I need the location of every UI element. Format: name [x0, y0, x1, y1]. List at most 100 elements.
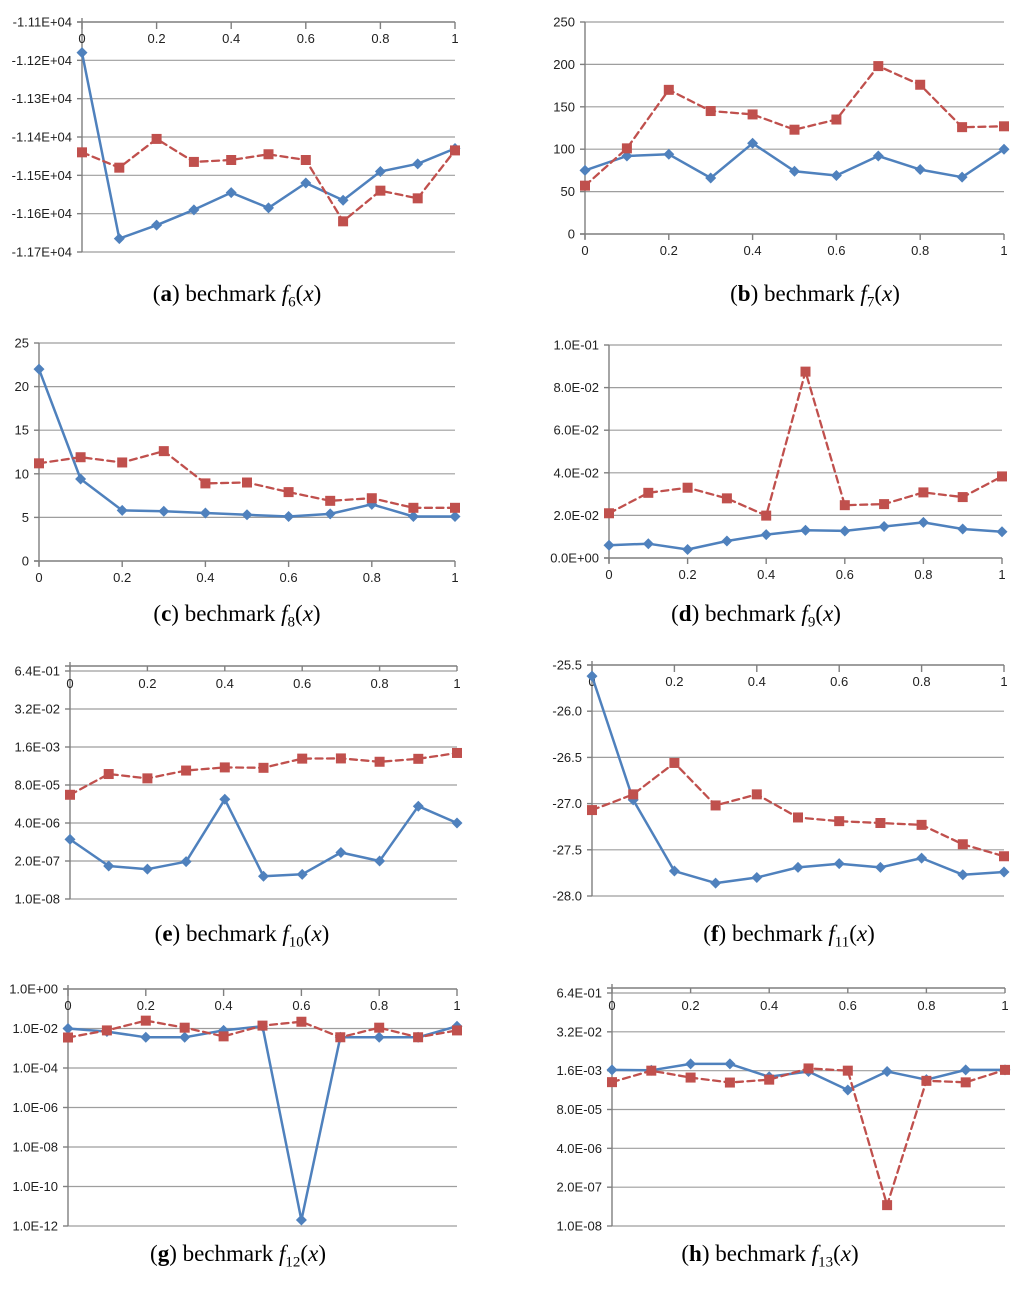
diamond-marker [324, 508, 336, 520]
diamond-marker [792, 861, 804, 873]
chart-cell-e: 6.4E-01 3.2E-02 1.6E-03 8.0E-05 4.0E-06 2.0E-… [0, 640, 512, 960]
square-marker [413, 1032, 424, 1043]
series-markers-blue-diamond-solid [64, 793, 463, 882]
square-marker [999, 121, 1009, 132]
chart-caption-g: (g) bechmark f12(x) [0, 1239, 494, 1270]
x-tick-label: 0.8 [371, 676, 389, 691]
series-markers-red-square-dashed [65, 747, 462, 800]
diamond-marker [451, 817, 463, 829]
diamond-marker [241, 509, 253, 521]
diamond-marker [158, 505, 170, 517]
square-marker [374, 756, 385, 767]
diamond-marker [337, 194, 349, 206]
diamond-marker [957, 869, 969, 881]
diamond-marker [800, 524, 811, 536]
series-markers-blue-diamond-solid [33, 363, 461, 523]
caption-arg: x [308, 1241, 319, 1266]
caption-func-subscript: 9 [807, 614, 816, 631]
diamond-marker [103, 860, 115, 872]
diamond-marker [878, 520, 890, 532]
diamond-marker [833, 858, 845, 870]
caption-text: ) [313, 281, 322, 306]
square-marker [751, 789, 762, 800]
x-axis-labels: 00.20.40.60.81 [588, 674, 1007, 689]
diamond-marker [374, 855, 386, 867]
square-marker [803, 1063, 814, 1074]
square-marker [831, 114, 842, 125]
chart-cell-h: 6.4E-01 3.2E-02 1.6E-03 8.0E-05 4.0E-06 2.0E-… [512, 960, 1024, 1299]
x-tick-label: 0.2 [148, 31, 166, 46]
square-marker [764, 1074, 775, 1085]
y-tick-label: 100 [553, 142, 575, 157]
square-marker [839, 500, 850, 511]
x-tick-label: 0.8 [913, 674, 931, 689]
caption-text: ) bechmark [171, 601, 282, 626]
y-axis-labels: 1.0E+00 1.0E-02 1.0E-04 1.0E-06 1.0E-08 1.0E-… [9, 982, 58, 1234]
x-tick-label: 0 [608, 998, 615, 1013]
diamond-marker [407, 511, 419, 523]
caption-text: ) bechmark [171, 281, 282, 306]
diamond-marker [113, 233, 125, 245]
square-marker [296, 1016, 307, 1027]
y-axis-labels: 6.4E-01 3.2E-02 1.6E-03 8.0E-05 4.0E-06 2.0E-… [14, 664, 60, 907]
caption-letter: a [160, 281, 172, 306]
caption-func-symbol: f [811, 1241, 819, 1266]
series-markers-blue-diamond-solid [603, 516, 1008, 555]
y-tick-label: -1.13E+04 [12, 91, 72, 106]
y-tick-label: 6.4E-01 [14, 664, 60, 679]
square-marker [724, 1077, 735, 1088]
square-marker [916, 819, 927, 830]
square-marker [412, 193, 423, 204]
y-tick-label: 15 [15, 423, 29, 438]
caption-func-subscript: 13 [818, 1254, 834, 1271]
y-tick-label: -1.12E+04 [12, 53, 72, 68]
square-marker [621, 143, 632, 154]
y-tick-label: -1.11E+04 [13, 15, 72, 30]
y-tick-label: -28.0 [552, 889, 582, 904]
chart-caption-d: (d) bechmark f9(x) [500, 599, 1012, 631]
caption-letter: e [162, 921, 173, 946]
caption-text: ) [833, 601, 841, 626]
square-marker [957, 492, 968, 503]
x-tick-label: 0.8 [917, 998, 935, 1013]
square-marker [710, 800, 721, 811]
y-gridlines [609, 344, 1002, 516]
square-marker [879, 499, 890, 510]
y-tick-label: 2.0E-07 [14, 854, 60, 869]
y-axis-labels: 1.0E-01 8.0E-02 6.0E-02 4.0E-02 2.0E-02 0.0E+… [550, 338, 599, 566]
y-tick-label: 1.0E-10 [12, 1179, 58, 1194]
diamond-marker [724, 1058, 736, 1070]
square-marker [103, 769, 114, 780]
caption-text: ( [833, 1241, 841, 1266]
caption-text: ( [295, 601, 303, 626]
x-tick-label: 1 [451, 31, 458, 46]
square-marker [747, 109, 758, 120]
square-marker [999, 851, 1009, 862]
diamond-marker [258, 870, 269, 882]
chart-canvas-h: 6.4E-01 3.2E-02 1.6E-03 8.0E-05 4.0E-06 2.0E-… [556, 984, 1011, 1234]
diamond-marker [76, 47, 88, 59]
series-markers-red-square-dashed [34, 446, 460, 513]
diamond-marker [710, 877, 722, 889]
caption-arg: x [840, 1241, 851, 1266]
caption-text: ) bechmark [172, 921, 283, 946]
square-marker [242, 477, 252, 488]
square-marker [607, 1077, 617, 1088]
series-line-red-square-dashed [610, 1067, 1007, 1207]
square-marker [75, 452, 86, 463]
y-tick-label: 4.0E-06 [556, 1141, 602, 1156]
chart-caption-e: (e) bechmark f10(x) [0, 919, 498, 950]
square-marker [200, 478, 211, 489]
y-tick-label: -27.5 [552, 842, 582, 857]
diamond-marker [960, 1064, 972, 1076]
y-tick-label: 1.0E+00 [9, 982, 58, 997]
square-marker [335, 1032, 346, 1043]
y-gridlines [585, 21, 1004, 193]
square-marker [643, 487, 654, 498]
y-gridlines [612, 992, 1005, 1227]
caption-func-subscript: 11 [834, 934, 850, 951]
caption-func-symbol: f [281, 281, 289, 306]
square-marker [918, 487, 929, 498]
